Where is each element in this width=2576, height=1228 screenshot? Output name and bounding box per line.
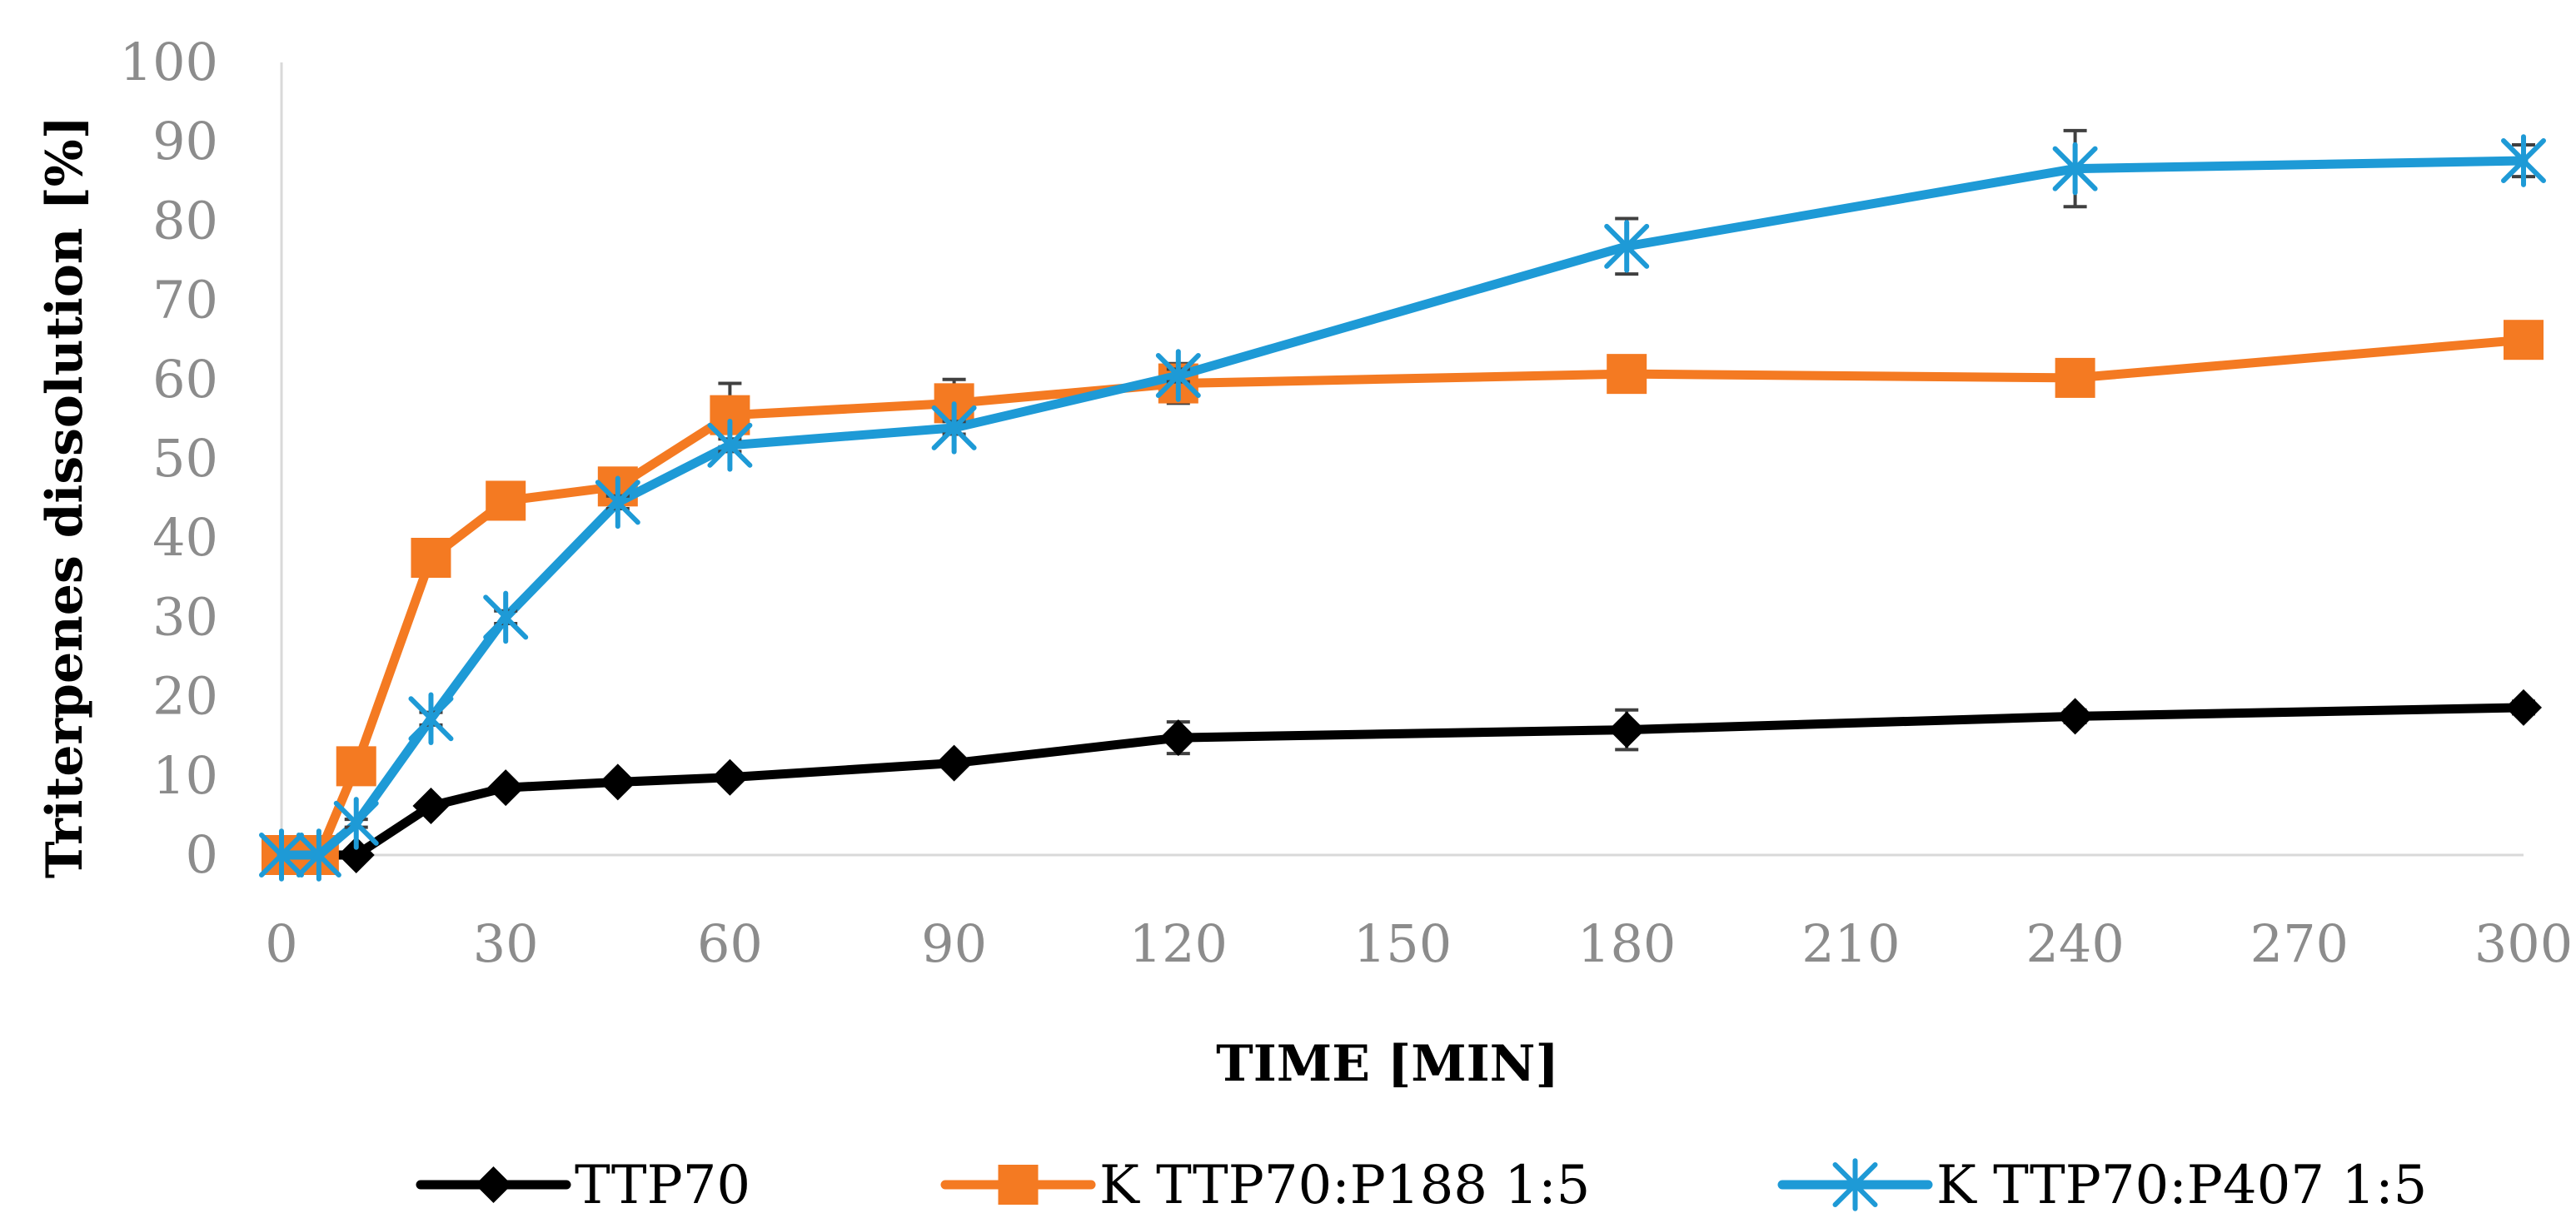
y-tick-label: 10 [152,745,218,806]
data-point-p188 [336,746,376,787]
data-point-p188 [486,480,526,521]
y-tick-label: 80 [152,190,218,251]
data-point-p407 [931,401,977,455]
data-point-p407 [408,692,454,746]
x-tick-label: 0 [265,913,297,974]
y-tick-label: 30 [152,586,218,647]
data-point-p407 [483,590,529,644]
data-point-ttp70 [599,763,636,801]
legend-marker [475,1166,512,1203]
data-point-ttp70 [2505,689,2542,726]
data-point-p407 [2052,142,2098,196]
data-point-p188 [1607,354,1647,395]
data-point-p188 [2055,357,2095,398]
legend-item-p407: K TTP70:P407 1:5 [1777,1155,2427,1216]
x-tick-label: 180 [1577,913,1676,974]
y-tick-label: 40 [152,507,218,568]
data-point-p407 [259,828,304,882]
x-tick-label: 210 [1801,913,1900,974]
series-layer [259,128,2546,882]
series-p407 [259,128,2546,882]
x-axis-title: TIME [MIN] [1216,1035,1559,1093]
y-tick-label: 0 [186,824,218,885]
series-ttp70 [263,689,2542,873]
x-tick-label: 270 [2250,913,2349,974]
data-point-p407 [1604,220,1650,273]
x-tick-label: 90 [921,913,987,974]
legend-marker [1832,1158,1878,1211]
data-point-p407 [707,419,753,472]
data-point-ttp70 [1159,719,1197,757]
data-point-ttp70 [337,837,375,873]
legend-item-ttp70: TTP70 [416,1155,750,1216]
legend-marker [998,1165,1039,1205]
y-tick-label: 100 [120,32,218,92]
y-tick-label: 90 [152,111,218,172]
y-tick-label: 60 [152,349,218,410]
axes-layer [280,62,2524,857]
data-point-p407 [595,475,640,529]
x-tick-label: 30 [473,913,539,974]
data-point-ttp70 [487,769,525,807]
data-point-p407 [1155,349,1201,402]
legend-label: K TTP70:P188 1:5 [1099,1155,1590,1216]
data-point-ttp70 [935,744,973,782]
data-point-ttp70 [412,787,450,824]
y-tick-label: 70 [152,270,218,331]
legend-item-p188: K TTP70:P188 1:5 [940,1155,1590,1216]
x-tick-label: 120 [1129,913,1228,974]
data-point-p407 [333,797,379,850]
y-tick-label: 50 [152,428,218,489]
x-tick-label: 240 [2025,913,2124,974]
y-tick-label: 20 [152,666,218,727]
legend-label: K TTP70:P407 1:5 [1936,1155,2427,1216]
x-tick-label: 150 [1353,913,1452,974]
data-point-ttp70 [2056,698,2094,735]
data-point-ttp70 [1608,711,1646,748]
data-point-ttp70 [711,758,749,796]
series-p188 [262,320,2544,875]
x-tick-label: 60 [697,913,763,974]
tick-labels-layer: 0 10 20 30 40 50 60 70 80 90 100 0 30 60 90 120 150 180 21… [120,32,2574,974]
data-point-p188 [411,538,451,578]
data-point-p407 [296,828,341,882]
x-tick-label: 300 [2474,913,2573,974]
data-point-p407 [2501,134,2546,187]
legend-label: TTP70 [575,1155,750,1216]
y-axis-title: Triterpenes dissolution [%] [36,116,94,878]
data-point-p188 [2504,320,2544,360]
legend: TTP70 K TTP70:P188 1:5 K TTP70:P407 1:5 [416,1155,2427,1216]
